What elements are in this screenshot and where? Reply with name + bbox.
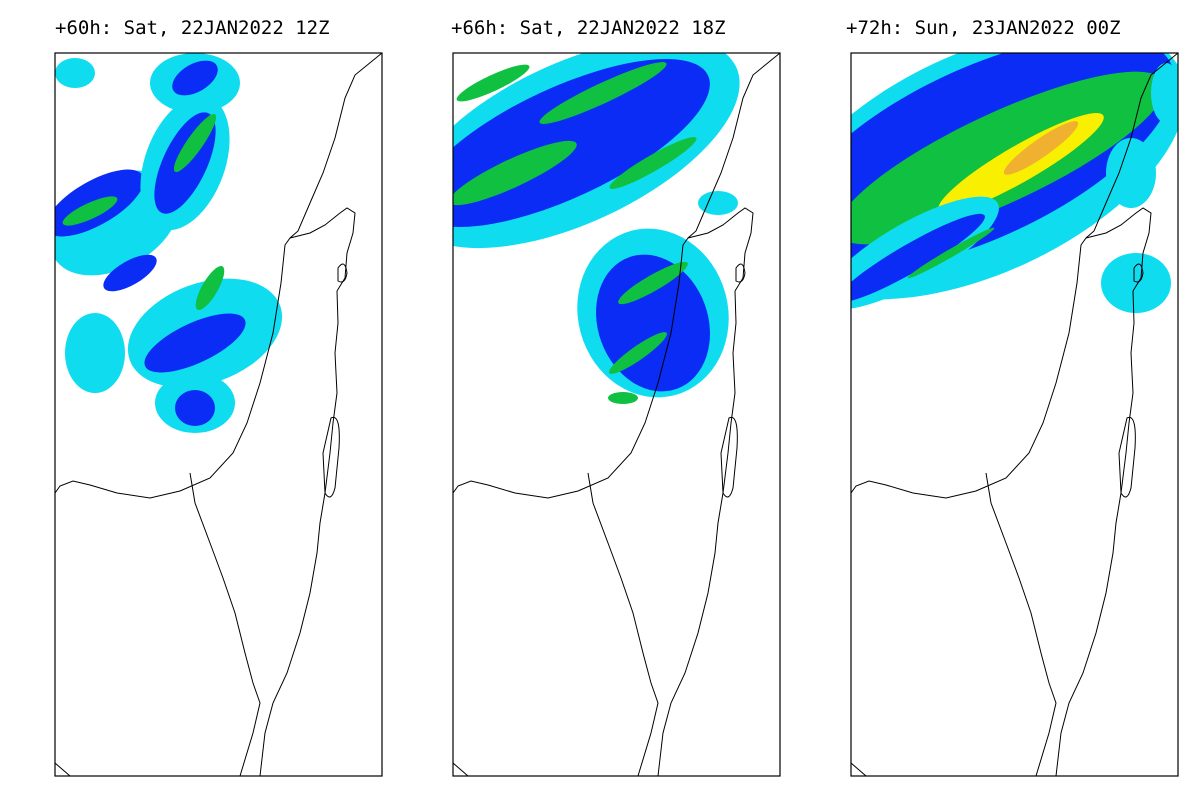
precip-area: [539, 62, 667, 124]
map-frame: [452, 52, 781, 777]
precip-area: [851, 213, 985, 303]
precip-area: [609, 332, 667, 374]
map-frame: [850, 52, 1179, 777]
precip-area: [618, 261, 688, 305]
precip-area: [55, 58, 95, 88]
precip-area: [1106, 138, 1156, 208]
map-panel: [452, 52, 781, 777]
precip-area: [1101, 253, 1171, 313]
precip-area: [453, 140, 577, 206]
precip-area: [456, 64, 530, 102]
precipitation: [851, 53, 1178, 313]
precip-area: [175, 390, 215, 426]
precipitation: [453, 53, 740, 404]
precip-area: [608, 392, 638, 404]
precip-area: [195, 265, 225, 311]
precip-area: [103, 254, 157, 292]
panel-title: +60h: Sat, 22JAN2022 12Z: [55, 17, 330, 39]
precip-area: [1151, 63, 1178, 123]
precip-area: [609, 137, 697, 189]
panel-title: +72h: Sun, 23JAN2022 00Z: [846, 17, 1121, 39]
precip-area: [907, 227, 995, 279]
precip-area: [173, 113, 217, 173]
precip-area: [65, 313, 125, 393]
precip-area: [1003, 121, 1079, 175]
panel-title: +66h: Sat, 22JAN2022 18Z: [451, 17, 726, 39]
map-panel: [54, 52, 383, 777]
map-panel: [850, 52, 1179, 777]
precip-area: [62, 196, 118, 226]
precip-area: [172, 60, 218, 96]
precip-area: [698, 191, 738, 215]
precipitation: [55, 53, 283, 433]
map-frame: [54, 52, 383, 777]
precip-area: [144, 313, 246, 373]
